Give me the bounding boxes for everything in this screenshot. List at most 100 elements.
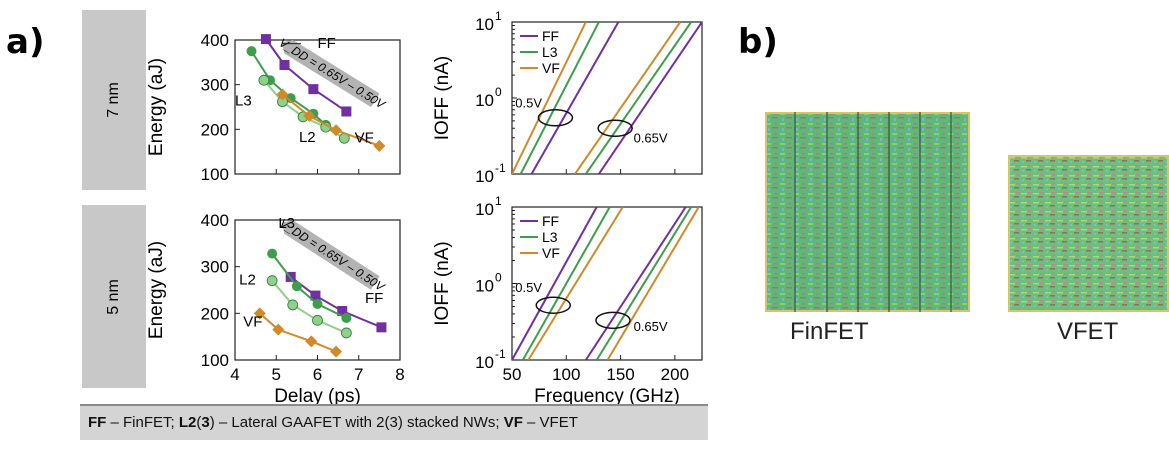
row-label-7nm: 7 nm	[105, 82, 122, 118]
series-line-vf-05v	[527, 207, 624, 360]
label-leader	[356, 134, 372, 145]
data-point-l2	[340, 327, 352, 339]
row-label-5nm: 5 nm	[105, 278, 122, 315]
y-tick-label: 10	[475, 353, 494, 372]
x-tick-label: 4	[230, 365, 239, 384]
data-point-l2	[312, 314, 323, 326]
y-tick-label: 10	[475, 91, 494, 110]
series-line-vf	[259, 312, 337, 353]
series-label-l2: L2	[239, 271, 256, 288]
vfet-layout-image	[1008, 155, 1169, 312]
data-point-l3	[267, 248, 278, 259]
annotation-ellipse	[595, 311, 631, 330]
series-line-l3	[271, 252, 347, 319]
series-line-ff-05v	[530, 22, 620, 174]
annotation-ellipse	[535, 296, 572, 314]
y-axis-label: IOFF (nA)	[432, 241, 453, 325]
series-line-ff-05v	[512, 207, 598, 360]
data-point-ff	[337, 306, 348, 316]
data-point-vf	[373, 139, 386, 152]
series-group	[512, 207, 700, 360]
data-point-vf	[330, 345, 343, 358]
y-tick-label: 10	[475, 277, 494, 296]
data-point-l2	[266, 275, 278, 287]
vfet-layout-graphic	[1008, 155, 1169, 312]
legend-label-vf: VF	[542, 245, 560, 261]
series-label-vf: VF	[355, 130, 374, 147]
data-point-ff	[279, 60, 290, 71]
data-point-vf	[272, 323, 285, 336]
series-line-l2	[271, 280, 347, 334]
caption-ff: FF	[88, 414, 107, 431]
caption-ff-text: – FinFET;	[106, 414, 179, 431]
y-tick-label: 300	[201, 76, 229, 95]
caption-l-open: (	[196, 414, 202, 431]
y-tick-label: 100	[201, 351, 229, 370]
series-line-ff-065v	[598, 22, 702, 174]
caption-l3: 3	[201, 414, 210, 431]
series-label-ff: FF	[365, 290, 383, 307]
y-tick-exponent: 1	[495, 195, 502, 208]
y-tick-label: 200	[201, 120, 229, 139]
series-line-vf-065v	[606, 207, 700, 360]
data-point-ff	[341, 106, 352, 117]
legend-label-ff: FF	[542, 213, 559, 229]
data-point-ff	[308, 84, 319, 95]
y-tick-label: 100	[201, 165, 229, 184]
annotation-label: 0.65V	[634, 319, 668, 334]
data-point-ff	[310, 290, 321, 301]
legend-caption: FF – FinFET; L2(3) – Lateral GAAFET with…	[80, 404, 708, 440]
caption-l-text: – Lateral GAAFET with 2(3) stacked NWs;	[214, 414, 504, 431]
legend-label-ff: FF	[542, 28, 559, 44]
data-point-vf	[253, 307, 266, 320]
series-line-l3-065v	[595, 207, 692, 360]
finfet-layout-graphic	[765, 112, 970, 312]
vfet-layout-label: VFET	[1057, 318, 1119, 345]
y-tick-label: 400	[201, 31, 229, 50]
data-point-vf	[330, 124, 343, 137]
finfet-layout-image	[765, 112, 970, 312]
y-tick-exponent: 0	[495, 85, 502, 99]
panel-label-b: b)	[738, 22, 778, 62]
x-tick-label: 6	[313, 365, 322, 384]
x-tick-label: 7	[354, 365, 363, 384]
series-line-l3-065v	[585, 22, 692, 174]
y-tick-exponent: 0	[495, 271, 502, 285]
data-point-l3	[312, 299, 323, 309]
annotation-label: 0.5V	[515, 280, 542, 295]
series-line-vf	[281, 93, 380, 147]
data-point-l3	[291, 281, 302, 292]
series-line-l3-05v	[519, 22, 600, 174]
vdd-arrow-shape	[281, 220, 380, 290]
panel-label-a: a)	[6, 22, 45, 62]
vdd-arrow-shape	[281, 39, 380, 108]
data-point-l2	[258, 74, 270, 86]
data-point-l2	[287, 299, 299, 311]
y-tick-label: 10	[475, 167, 494, 186]
series-label-ff: FF	[318, 35, 336, 52]
series-line-vf-065v	[574, 22, 682, 174]
data-point-ff	[260, 34, 271, 45]
y-axis-label: Energy (aJ)	[146, 241, 167, 339]
x-tick-label: 100	[552, 365, 580, 384]
series-line-ff-065v	[584, 207, 687, 360]
data-point-vf	[303, 109, 316, 122]
caption-l-close: )	[209, 414, 215, 431]
x-tick-label: 200	[661, 365, 689, 384]
y-tick-label: 300	[201, 258, 229, 277]
x-tick-label: 150	[606, 365, 634, 384]
annotation-label: 0.65V	[634, 130, 668, 145]
legend-label-l3: L3	[542, 229, 558, 245]
x-tick-label: 50	[503, 365, 522, 384]
legend-label-vf: VF	[542, 60, 560, 76]
caption-vf-text: – VFET	[522, 414, 578, 431]
data-point-vf	[305, 335, 318, 348]
series-label-l2: L2	[299, 129, 316, 146]
row-tab-5nm: 5 nm	[82, 205, 146, 388]
y-tick-label: 10	[475, 200, 494, 219]
y-axis-label: IOFF (nA)	[432, 56, 453, 140]
